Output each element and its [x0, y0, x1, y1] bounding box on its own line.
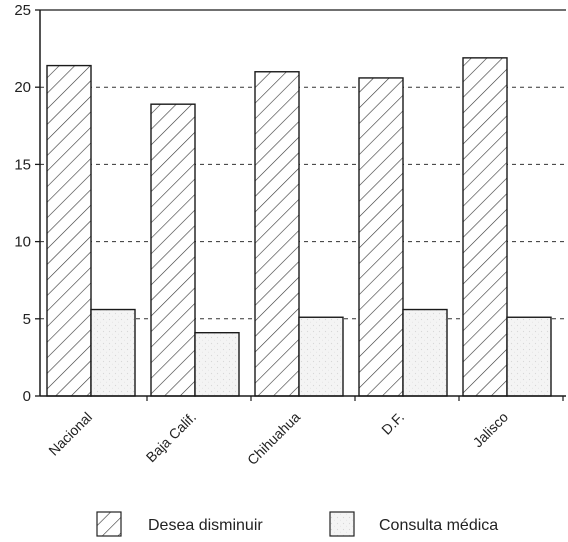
legend-swatch-desea [96, 511, 122, 537]
x-category-label: Jalisco [470, 409, 512, 451]
x-category-label: D.F. [378, 409, 407, 438]
bars [46, 57, 552, 397]
x-category-label: Chihuahua [244, 409, 303, 468]
bar-desea-disminuir [462, 57, 508, 397]
x-category-label: Baja Calif. [143, 409, 199, 465]
y-tick-label: 0 [23, 388, 31, 405]
y-tick-label: 20 [14, 79, 31, 96]
bar-desea-disminuir [254, 71, 300, 397]
bar-consulta-medica [402, 308, 448, 397]
legend-swatch-consulta [329, 511, 355, 537]
x-axis: Nacional Baja Calif. Chihuahua D.F. Jalisco [40, 395, 566, 468]
bar-desea-disminuir [358, 77, 404, 397]
bar-desea-disminuir [46, 64, 92, 397]
bar-consulta-medica [90, 308, 136, 397]
y-axis: 0 5 10 15 20 25 [14, 2, 566, 405]
x-category-label: Nacional [45, 409, 95, 459]
bar-consulta-medica [194, 331, 240, 397]
bar-consulta-medica [506, 316, 552, 397]
y-tick-label: 10 [14, 234, 31, 251]
legend-label-consulta: Consulta médica [379, 517, 498, 534]
y-tick-label: 25 [14, 2, 31, 19]
bar-consulta-medica [298, 316, 344, 397]
y-tick-label: 5 [23, 311, 31, 328]
legend: Desea disminuir Consulta médica [96, 511, 498, 537]
y-tick-label: 15 [14, 156, 31, 173]
legend-label-desea: Desea disminuir [148, 517, 263, 534]
bar-desea-disminuir [150, 103, 196, 397]
